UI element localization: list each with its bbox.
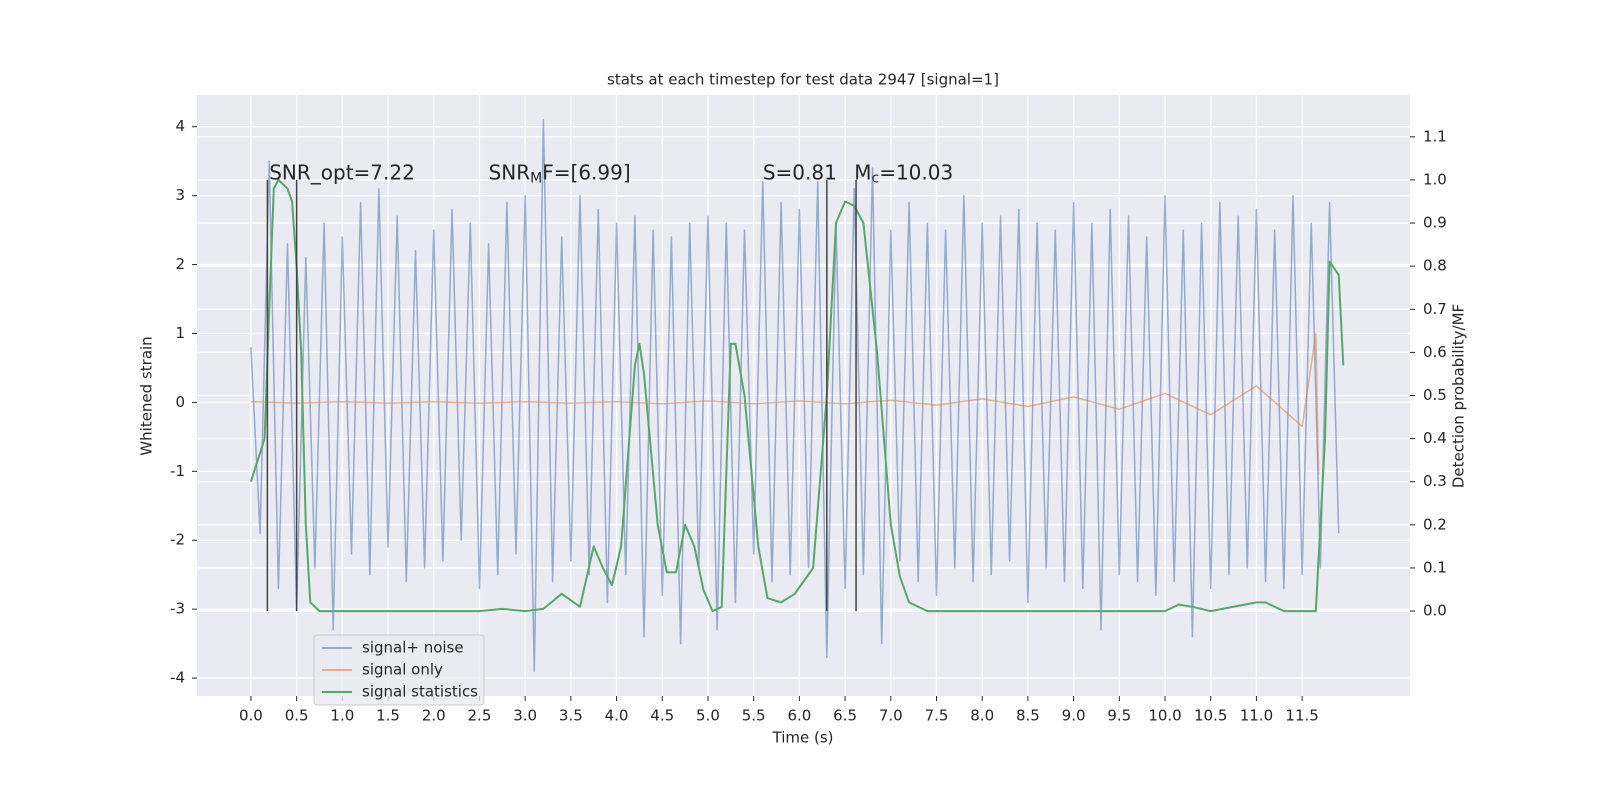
- y-tick-label: 2: [175, 255, 185, 273]
- series-line: [250, 119, 1340, 672]
- x-tick-label: 2.5: [468, 707, 492, 725]
- y2-tick-label: 0.3: [1423, 472, 1447, 490]
- x-tick-label: 2.0: [422, 707, 446, 725]
- y2-tick-label: 0.7: [1423, 300, 1447, 318]
- plot-lines: [249, 119, 1345, 672]
- annotation-text: SNR_opt=7.22: [269, 160, 415, 184]
- y2-tick-label: 0.0: [1423, 602, 1447, 620]
- y2-tick-label: 0.4: [1423, 429, 1447, 447]
- x-tick-label: 3.0: [513, 707, 537, 725]
- y-axis-label: Whitened strain: [138, 336, 156, 455]
- annotation-text: =10.03: [879, 160, 953, 184]
- annotation-text: M: [854, 160, 871, 184]
- x-tick-label: 10.5: [1194, 707, 1227, 725]
- x-tick-label: 0.0: [239, 707, 263, 725]
- y2-axis-label: Detection probability/MF: [1450, 304, 1468, 488]
- chart-title: stats at each timestep for test data 294…: [607, 71, 999, 89]
- y-tick-label: -1: [170, 462, 185, 480]
- x-tick-label: 9.0: [1062, 707, 1086, 725]
- y-tick-label: 3: [175, 186, 185, 204]
- x-tick-label: 5.5: [742, 707, 766, 725]
- x-tick-label: 9.5: [1107, 707, 1131, 725]
- annotation-subscript: c: [871, 171, 879, 187]
- annotation-text: SNR: [489, 160, 531, 184]
- x-tick-label: 8.5: [1016, 707, 1040, 725]
- annotation: SNRMF=[6.99]: [489, 160, 631, 187]
- y-tick-label: -3: [170, 600, 185, 618]
- legend-label: signal statistics: [362, 683, 478, 701]
- y-tick-label: 4: [175, 117, 185, 135]
- x-tick-label: 7.5: [925, 707, 949, 725]
- y2-tick-label: 0.2: [1423, 515, 1447, 533]
- legend-label: signal+ noise: [362, 639, 464, 657]
- series-line: [249, 178, 1345, 613]
- y-tick-label: 1: [175, 324, 185, 342]
- x-axis-label: Time (s): [772, 729, 834, 747]
- annotation-text: F=[6.99]: [542, 160, 630, 184]
- x-tick-label: 5.0: [696, 707, 720, 725]
- x-tick-label: 0.5: [285, 707, 309, 725]
- x-tick-label: 10.0: [1148, 707, 1181, 725]
- x-tick-label: 8.0: [970, 707, 994, 725]
- y-tick-label: -2: [170, 531, 185, 549]
- x-tick-label: 4.0: [605, 707, 629, 725]
- annotation-text: S=0.81: [763, 160, 837, 184]
- y2-tick-label: 0.8: [1423, 257, 1447, 275]
- y2-tick-label: 1.0: [1423, 170, 1447, 188]
- annotation: Mc=10.03: [854, 160, 953, 187]
- y-tick-label: 0: [175, 393, 185, 411]
- legend-label: signal only: [362, 661, 443, 679]
- x-tick-label: 6.0: [787, 707, 811, 725]
- annotation: SNR_opt=7.22: [269, 160, 415, 184]
- x-tick-label: 11.5: [1285, 707, 1318, 725]
- grid: [197, 95, 1410, 696]
- y2-tick-label: 0.6: [1423, 343, 1447, 361]
- x-tick-label: 7.0: [879, 707, 903, 725]
- x-tick-label: 4.5: [650, 707, 674, 725]
- annotation-subscript: M: [530, 171, 542, 187]
- legend-box: [313, 634, 485, 706]
- x-tick-label: 1.5: [376, 707, 400, 725]
- x-tick-label: 3.5: [559, 707, 583, 725]
- x-tick-label: 11.0: [1240, 707, 1273, 725]
- x-tick-label: 6.5: [833, 707, 857, 725]
- y2-tick-label: 0.1: [1423, 558, 1447, 576]
- y-tick-label: -4: [170, 669, 185, 687]
- y2-tick-label: 0.9: [1423, 214, 1447, 232]
- y2-tick-label: 0.5: [1423, 386, 1447, 404]
- x-tick-label: 1.0: [330, 707, 354, 725]
- y2-tick-label: 1.1: [1423, 127, 1447, 145]
- annotation: S=0.81: [763, 160, 837, 184]
- series-line: [250, 332, 1320, 475]
